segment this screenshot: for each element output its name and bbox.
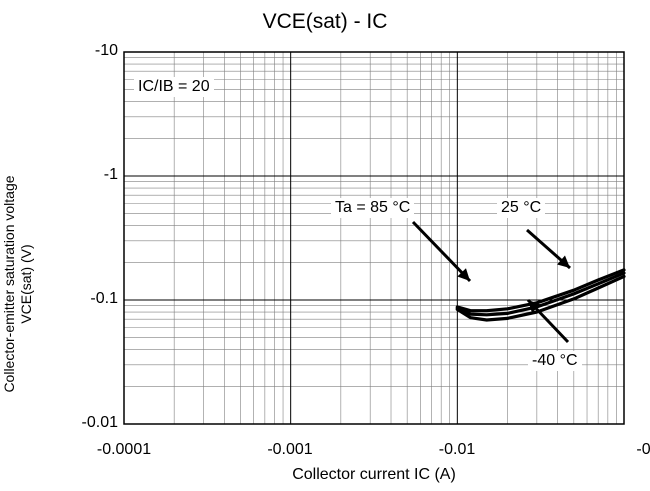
arrow-minus40c-head xyxy=(528,300,541,313)
series-line xyxy=(455,274,626,322)
series-line xyxy=(455,271,626,317)
y-tick-label: -0.01 xyxy=(81,414,118,431)
chart-title: VCE(sat) - IC xyxy=(262,10,388,33)
x-tick-label: -0.01 xyxy=(438,441,476,458)
series-group xyxy=(455,268,626,322)
x-tick-label: -0.1 xyxy=(636,441,650,458)
series-line xyxy=(455,268,626,313)
condition-label: IC/IB = 20 xyxy=(134,77,214,97)
y-axis-label-line-1: Collector-emitter saturation voltage xyxy=(1,175,17,393)
grid-minor xyxy=(124,52,624,424)
y-axis-label-line-2: VCE(sat) (V) xyxy=(18,244,34,324)
annotation-arrows xyxy=(411,220,571,344)
x-tick-label: -0.001 xyxy=(267,441,313,458)
y-tick-label: -0.1 xyxy=(90,290,118,307)
plot-frame xyxy=(123,51,625,425)
y-tick-label: -1 xyxy=(103,166,118,183)
arrow-25c-head xyxy=(557,255,570,268)
series-label-minus40c: -40 °C xyxy=(528,351,582,371)
arrow-85c xyxy=(411,220,472,283)
series-label-85c: Ta = 85 °C xyxy=(331,198,415,218)
y-tick-label: -10 xyxy=(94,42,118,59)
x-tick-label: -0.0001 xyxy=(96,441,152,458)
arrow-85c-head xyxy=(457,268,470,281)
series-label-25c: 25 °C xyxy=(497,198,546,218)
x-axis-label: Collector current IC (A) xyxy=(292,466,456,483)
